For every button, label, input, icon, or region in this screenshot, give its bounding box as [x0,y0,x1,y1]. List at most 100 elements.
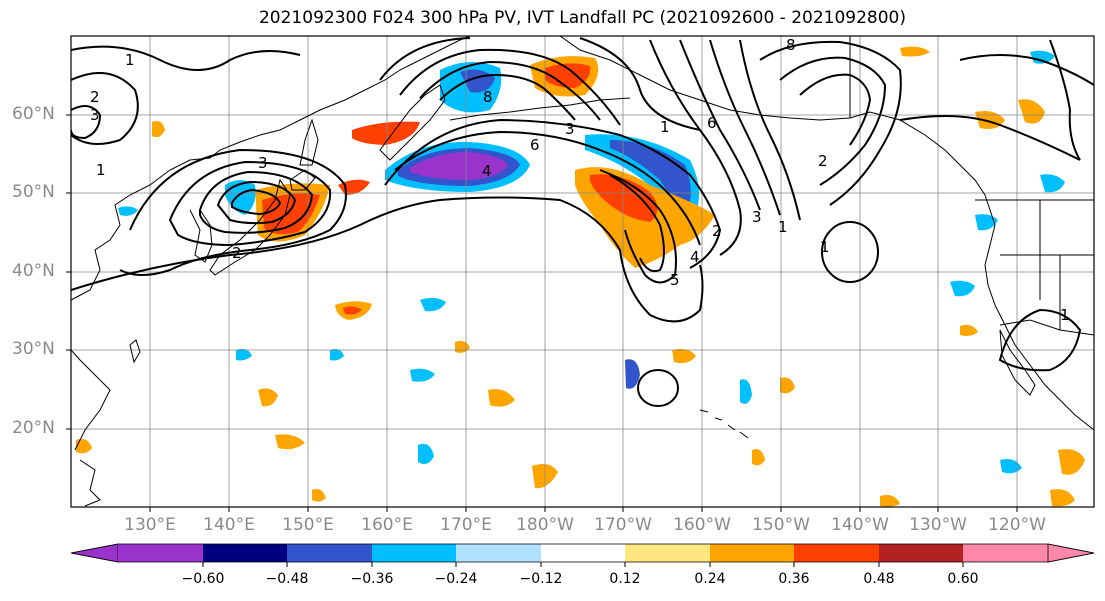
lon-label-130e: 130°E [124,515,176,535]
neg-region-gulf-core [610,140,691,208]
colorbar-bin-8 [710,544,794,562]
contour-label: 1 [96,161,106,179]
pos-region-small-3 [488,389,515,407]
contour-label: 1 [1060,306,1070,324]
neg-region-small-6 [418,443,434,464]
contour-east-1 [899,115,1081,161]
lon-label-120w: 120°W [988,515,1046,535]
colorbar-tick-label: −0.36 [350,571,394,587]
lat-label-50n: 50°N [12,182,55,202]
coast-asia [71,36,471,301]
colorbar [70,543,1095,567]
contour-label: 3 [258,154,268,172]
pos-region-bering-core [545,63,591,88]
map-frame [70,35,1095,508]
contour-gulf-4 [739,39,801,221]
coast-hawaii [699,409,749,439]
lon-label-130w: 130°W [909,515,967,535]
neg-region-small-11 [330,348,344,361]
neg-region-small-12 [236,348,252,361]
colorbar-tick-label: 0.60 [947,571,979,587]
contour-band-6 [609,174,665,273]
contour-band-4 [394,130,701,246]
lat-label-60n: 60°N [12,104,55,124]
contour-closed-2 [637,369,679,407]
neg-region-small-13 [1030,50,1055,64]
coast-taiwan [129,339,141,364]
colorbar-bin-3 [287,544,372,562]
contour-label: 2 [712,222,722,240]
lon-label-160e: 160°E [361,515,413,535]
colorbar-bin-1 [118,544,203,562]
contour-label: 3 [752,208,762,226]
contour-band-5 [599,169,677,284]
colorbar-bin-4 [372,544,456,562]
colorbar-bin-11 [963,544,1048,562]
contour-bering-2 [399,48,621,126]
colorbar-tick-label: −0.24 [434,571,478,587]
contour-japan-5 [231,188,282,216]
contour-gulf-6 [779,56,887,186]
lon-label-150w: 150°W [752,515,810,535]
contour-label: 2 [818,152,828,170]
neg-region-small-1 [118,206,138,216]
pos-region-okhotsk [352,121,420,145]
lon-label-140w: 140°W [831,515,889,535]
coast-alaska [559,36,996,226]
pos-region-small-9 [752,449,765,466]
neg-region-small-3 [410,368,435,382]
contour-label-group: 1 2 3 1 2 3 4 6 8 3 6 1 2 4 5 8 1 2 3 1 … [90,36,1070,324]
contour-gulf-5 [759,40,902,206]
colorbar-tick-label: −0.48 [265,571,309,587]
lon-label-140e: 140°E [203,515,255,535]
contour-label: 1 [660,118,670,136]
neg-region-small-2 [420,297,446,312]
border-us-mexico [999,319,1094,336]
contour-east-3 [1049,39,1081,161]
coast-kamchatka [379,84,446,161]
contour-label: 4 [482,162,492,180]
pos-region-small-8 [152,121,165,138]
contour-japan-4 [216,180,297,225]
pos-region-small-11 [960,324,978,336]
colorbar-tick-label: 0.24 [694,571,726,587]
contour-label: 1 [778,218,788,236]
contour-japan-1 [119,148,347,276]
contour-label: 6 [707,114,717,132]
colorbar-tick-label: −0.60 [181,571,225,587]
contour-bering-4 [439,73,576,121]
colorbar-tick-label: 0.48 [863,571,895,587]
neg-region-small-10 [1000,459,1022,474]
lon-label-150e: 150°E [282,515,334,535]
neg-region-small-4 [625,359,640,389]
lon-label-160w: 160°W [673,515,731,535]
map-title: 2021092300 F024 300 hPa PV, IVT Landfall… [258,8,906,28]
pos-region-small-19 [312,489,326,502]
contour-gulf-1 [649,39,742,256]
lat-label-20n: 20°N [12,418,55,438]
contour-label: 3 [90,106,100,124]
colorbar-outline [70,543,1095,563]
contour-label: 3 [565,120,575,138]
pos-region-japan-core [262,193,320,235]
contour-band-2 [71,196,704,323]
coast-china-south [71,349,111,451]
colorbar-bin-7 [625,544,710,562]
coast-baja [999,329,1036,396]
colorbar-arrow-left [70,543,119,563]
colorbar-bin-6 [541,544,625,562]
colorbar-bin-10 [879,544,963,562]
contour-japan-2 [168,160,332,247]
pos-region-small-7 [455,340,470,353]
neg-region-aleutian-core [410,152,508,180]
border-states [1000,200,1094,330]
contour-closed-3 [998,308,1082,372]
lat-label-30n: 30°N [12,339,55,359]
contour-label: 2 [90,88,100,106]
colorbar-arrow-right [1047,543,1095,563]
contour-label: 2 [232,244,242,262]
pos-region-small-14 [1058,449,1085,475]
neg-region-small-9 [1040,174,1065,193]
colorbar-tick-label: −0.12 [519,571,563,587]
